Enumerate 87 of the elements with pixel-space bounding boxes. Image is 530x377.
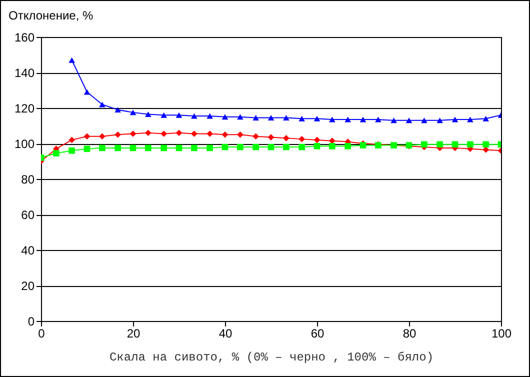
point: [206, 113, 213, 119]
point: [421, 118, 428, 124]
x-axis-title: Скала на сивото, % (0% – черно , 100% – бяло): [109, 350, 434, 364]
point: [390, 118, 397, 124]
point: [268, 115, 274, 120]
point: [222, 144, 228, 150]
point: [84, 146, 90, 152]
point: [436, 118, 443, 124]
point: [237, 114, 244, 120]
point: [206, 130, 213, 137]
point: [298, 116, 305, 122]
point: [467, 116, 474, 122]
point: [329, 116, 336, 122]
point: [344, 116, 351, 122]
point: [252, 133, 259, 140]
x-tick-label: 20: [126, 326, 140, 340]
point: [222, 131, 228, 138]
point: [68, 57, 75, 63]
point: [130, 110, 136, 116]
x-tick-label: 40: [218, 326, 232, 340]
y-tick-label: 0: [28, 314, 35, 328]
y-tick-label: 160: [14, 30, 35, 44]
point: [191, 144, 198, 152]
y-tick-label: 40: [21, 244, 35, 258]
point: [99, 102, 106, 108]
point: [268, 144, 274, 150]
y-axis-title: Отклонение, %: [8, 8, 94, 22]
y-tick-label: 120: [14, 102, 35, 116]
point: [191, 130, 198, 137]
point: [452, 141, 458, 148]
point: [314, 143, 320, 150]
y-tick-label: 140: [14, 66, 35, 80]
x-tick-label: 100: [491, 326, 512, 340]
x-tick-label: 60: [310, 326, 324, 340]
point: [314, 116, 320, 122]
point: [268, 134, 274, 140]
point: [160, 130, 167, 137]
point: [329, 143, 336, 150]
point: [145, 111, 152, 117]
x-tick-label: 0: [38, 326, 46, 340]
point: [482, 116, 489, 122]
point: [114, 131, 121, 138]
point: [344, 143, 351, 150]
point: [360, 116, 366, 122]
point: [406, 118, 412, 124]
point: [237, 144, 244, 150]
point: [176, 130, 182, 136]
point: [283, 135, 290, 142]
point: [145, 130, 152, 136]
point: [84, 89, 90, 95]
point: [176, 112, 182, 118]
point: [160, 112, 167, 118]
point: [237, 131, 244, 138]
y-tick-label: 60: [21, 208, 35, 222]
x-tick-label: 80: [402, 326, 416, 340]
y-tick-label: 80: [21, 172, 35, 186]
point: [252, 115, 259, 120]
point: [84, 133, 90, 140]
point: [283, 144, 290, 150]
point: [314, 136, 320, 144]
point: [99, 144, 106, 152]
point: [114, 144, 121, 152]
y-tick-label: 100: [14, 137, 35, 151]
point: [130, 130, 136, 137]
point: [130, 144, 136, 152]
point: [283, 115, 290, 120]
point: [68, 147, 75, 154]
point: [145, 144, 152, 152]
point: [298, 144, 305, 150]
point: [206, 144, 213, 152]
point: [160, 144, 167, 152]
y-tick-label: 20: [21, 279, 35, 293]
point: [53, 150, 60, 156]
point: [222, 114, 228, 120]
point: [421, 141, 428, 148]
point: [375, 116, 382, 122]
point: [176, 144, 182, 152]
point: [99, 133, 106, 140]
point: [436, 141, 443, 148]
point: [191, 113, 198, 119]
point: [114, 107, 121, 113]
point: [467, 141, 474, 148]
point: [482, 141, 489, 148]
point: [298, 136, 305, 142]
point: [452, 116, 458, 122]
point: [68, 136, 75, 144]
point: [252, 144, 259, 150]
